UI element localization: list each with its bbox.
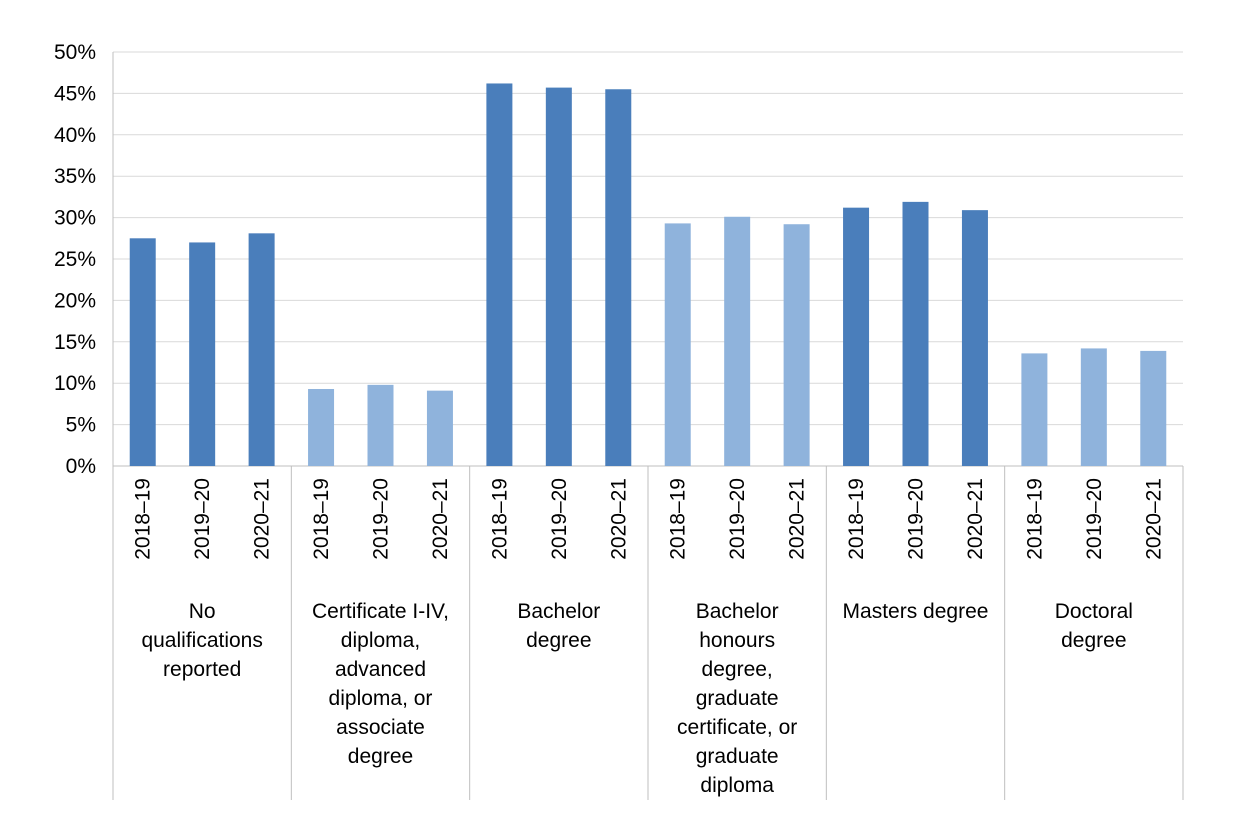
- x-tick-label: 2018–19: [845, 478, 868, 560]
- bar: [545, 87, 572, 466]
- x-tick-label: 2020–21: [786, 478, 809, 560]
- x-tick-label: 2020–21: [429, 478, 452, 560]
- y-tick-label: 30%: [54, 207, 96, 230]
- group-label-line: diploma,: [341, 629, 420, 652]
- y-tick-label: 25%: [54, 248, 96, 271]
- group-label-line: degree,: [702, 658, 773, 681]
- group-label-line: diploma: [700, 774, 774, 797]
- y-tick-label: 50%: [54, 41, 96, 64]
- group-label-line: Certificate I-IV,: [312, 600, 449, 623]
- x-tick-label: 2019–20: [548, 478, 571, 560]
- y-tick-label: 20%: [54, 289, 96, 312]
- group-label-line: graduate: [696, 745, 779, 768]
- group-label-line: Doctoral: [1055, 600, 1133, 623]
- group-label: Bachelor honours degree, graduate certificat…: [677, 600, 797, 797]
- bar: [664, 223, 691, 466]
- x-tick-label: 2019–20: [370, 478, 393, 560]
- group-label-line: degree: [526, 629, 591, 652]
- group-label-line: honours: [699, 629, 775, 652]
- group-label-line: Bachelor: [696, 600, 779, 623]
- y-tick-label: 5%: [66, 414, 96, 437]
- y-tick-label: 15%: [54, 331, 96, 354]
- x-tick-label: 2019–20: [191, 478, 214, 560]
- bar: [961, 210, 988, 466]
- y-tick-label: 40%: [54, 124, 96, 147]
- group-label-line: Masters degree: [843, 600, 989, 623]
- bar: [783, 224, 810, 466]
- x-tick-label: 2020–21: [607, 478, 630, 560]
- bar: [1021, 353, 1048, 466]
- bar: [724, 216, 751, 466]
- x-tick-label: 2019–20: [1083, 478, 1106, 560]
- x-tick-label: 2018–19: [488, 478, 511, 560]
- y-tick-label: 10%: [54, 372, 96, 395]
- group-label: Masters degree: [843, 600, 989, 623]
- bar: [1080, 348, 1107, 466]
- group-label-line: certificate, or: [677, 716, 797, 739]
- group-label: Bachelor degree: [517, 600, 600, 652]
- y-tick-label: 35%: [54, 165, 96, 188]
- y-tick-label: 0%: [66, 455, 96, 478]
- bar: [367, 384, 394, 466]
- x-tick-label: 2018–19: [132, 478, 155, 560]
- group-label-line: graduate: [696, 687, 779, 710]
- group-label: No qualifications reported: [141, 600, 262, 681]
- group-label: Doctoral degree: [1055, 600, 1133, 652]
- bar: [248, 233, 275, 466]
- bar: [486, 83, 513, 467]
- x-tick-label: 2020–21: [251, 478, 274, 560]
- x-tick-label: 2018–19: [1023, 478, 1046, 560]
- bar: [1140, 350, 1167, 466]
- x-tick-label: 2020–21: [1142, 478, 1165, 560]
- group-label-line: advanced: [335, 658, 426, 681]
- group-label: Certificate I-IV, diploma, advanced diploma…: [312, 600, 449, 768]
- group-label-line: diploma, or: [329, 687, 433, 710]
- bar: [308, 388, 335, 466]
- x-tick-label: 2019–20: [726, 478, 749, 560]
- bar: [189, 242, 216, 466]
- group-label-line: reported: [163, 658, 241, 681]
- x-tick-label: 2018–19: [667, 478, 690, 560]
- bar: [129, 238, 156, 466]
- group-label-line: degree: [348, 745, 413, 768]
- group-label-line: Bachelor: [517, 600, 600, 623]
- bar: [426, 390, 453, 466]
- x-tick-label: 2020–21: [964, 478, 987, 560]
- group-label-line: No: [189, 600, 216, 623]
- x-tick-label: 2019–20: [905, 478, 928, 560]
- bar: [605, 89, 632, 466]
- group-label-line: degree: [1061, 629, 1126, 652]
- group-label-line: associate: [336, 716, 425, 739]
- x-tick-label: 2018–19: [310, 478, 333, 560]
- y-tick-label: 45%: [54, 82, 96, 105]
- bar: [902, 201, 929, 467]
- group-label-line: qualifications: [141, 629, 262, 652]
- bar: [843, 207, 870, 466]
